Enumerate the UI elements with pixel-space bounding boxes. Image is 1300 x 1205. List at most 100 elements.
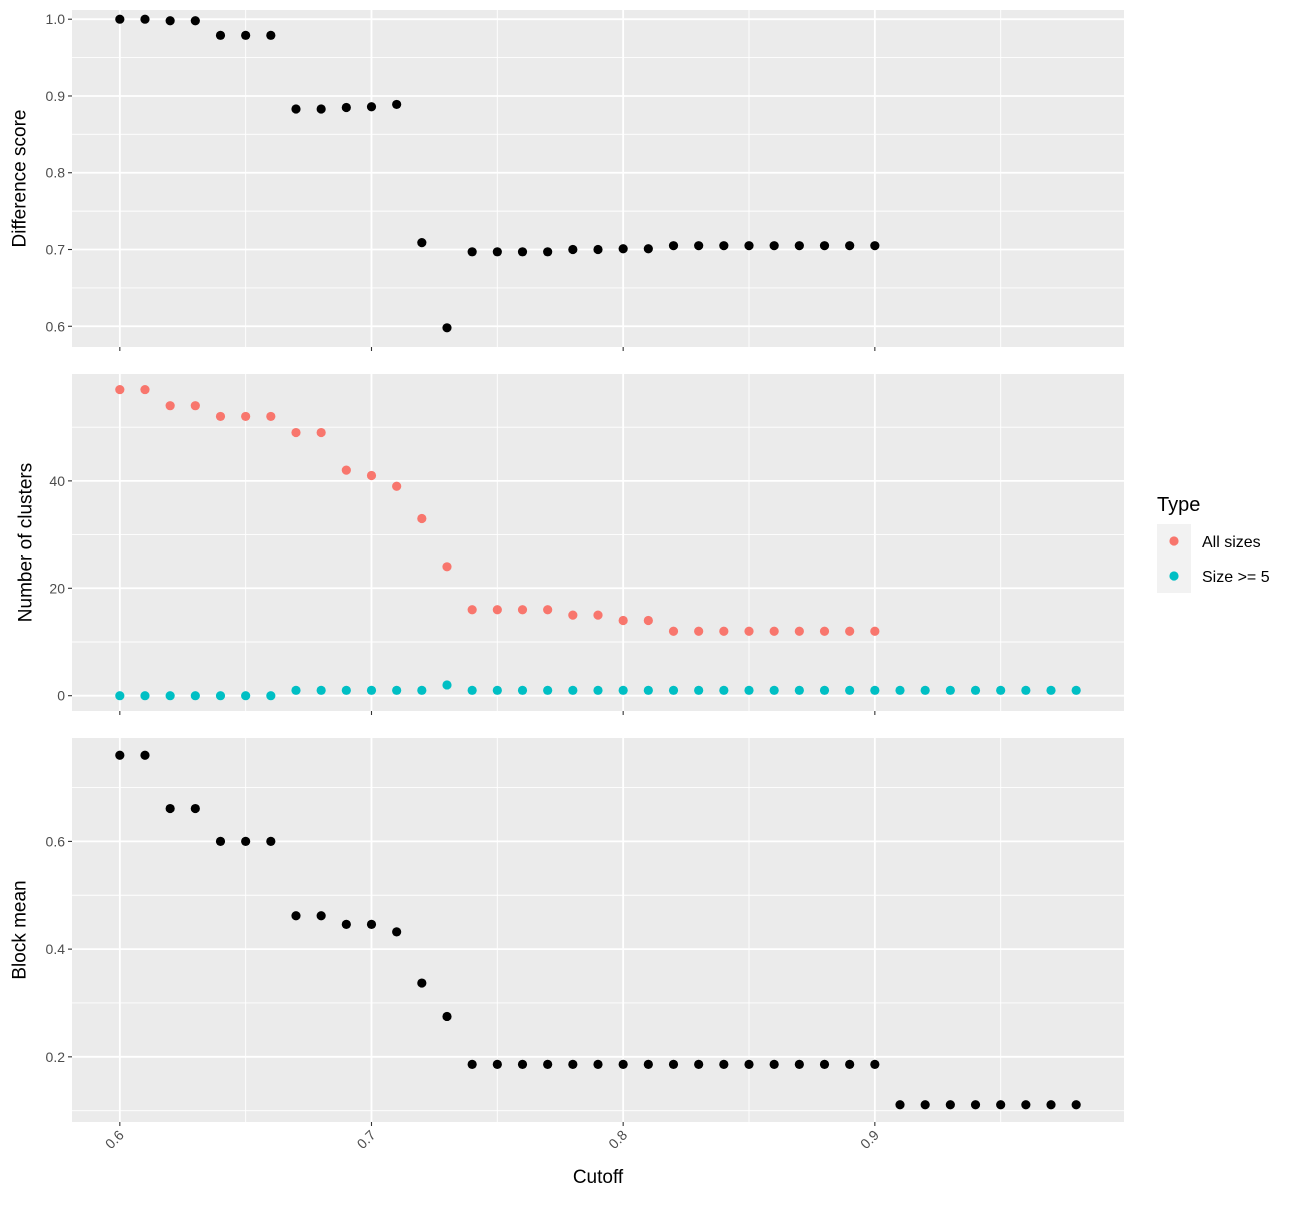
data-point [945, 685, 955, 695]
data-point [643, 615, 653, 626]
panels-layer: 0.6 0.7 0.8 0.9 1.0 Difference score 0 20 40 Numb… [10, 10, 1124, 1126]
legend-label: All sizes [1202, 534, 1261, 551]
legend-item: Size >= 5 [1169, 569, 1270, 586]
data-point [392, 99, 402, 110]
data-point [392, 927, 402, 937]
data-point [794, 241, 804, 251]
data-point [241, 411, 251, 422]
data-point [668, 685, 679, 695]
data-point [618, 244, 628, 254]
data-point [719, 685, 729, 695]
data-point [241, 691, 251, 701]
data-point [165, 16, 175, 26]
data-point [517, 605, 528, 615]
y-tick-label: 0.6 [46, 318, 66, 334]
data-point [1046, 1100, 1056, 1110]
data-point [291, 911, 301, 921]
data-point [392, 481, 402, 491]
data-point [190, 803, 200, 814]
data-point [366, 919, 377, 929]
series-points [115, 14, 880, 333]
data-point [366, 102, 377, 112]
data-point [794, 1059, 804, 1069]
data-point [1071, 1100, 1081, 1110]
data-point [366, 470, 377, 481]
data-point [769, 626, 779, 636]
y-tick-label: 0 [57, 688, 65, 704]
data-point [870, 241, 880, 251]
data-point [266, 836, 276, 847]
data-point [593, 244, 603, 255]
data-point [819, 626, 830, 636]
data-point [517, 247, 528, 257]
data-point [895, 685, 905, 695]
y-tick-label: 0.4 [46, 941, 66, 957]
legend-key [1169, 536, 1179, 546]
data-point [442, 1011, 452, 1022]
data-point [467, 685, 477, 695]
data-point [190, 16, 200, 26]
data-point [970, 685, 981, 695]
data-point [341, 685, 351, 695]
series-all-sizes [115, 384, 880, 636]
data-point [215, 30, 226, 40]
data-point [215, 836, 226, 847]
data-point [845, 241, 855, 251]
data-point [568, 685, 578, 695]
data-point [417, 978, 427, 988]
data-point [115, 691, 125, 701]
data-point [1046, 685, 1056, 695]
data-point [241, 836, 251, 847]
data-point [492, 685, 502, 695]
y-tick-label: 0.8 [46, 165, 66, 181]
data-point [568, 244, 578, 255]
data-point [291, 104, 301, 114]
data-point [492, 247, 502, 257]
data-point [668, 1059, 679, 1069]
data-point [668, 626, 679, 636]
data-point [1071, 685, 1081, 695]
data-point [819, 241, 830, 251]
data-point [1021, 685, 1031, 695]
data-point [241, 30, 251, 40]
x-tick-label: 0.8 [605, 1127, 630, 1152]
data-point [467, 1059, 477, 1069]
data-point [165, 803, 175, 814]
data-point [618, 1059, 628, 1069]
data-point [593, 610, 603, 620]
data-point [392, 685, 402, 695]
data-point [643, 1059, 653, 1069]
y-axis-title: Difference score [10, 110, 31, 248]
data-point [996, 1100, 1006, 1110]
data-point [517, 685, 528, 695]
y-tick-label: 0.9 [46, 88, 66, 104]
data-point [694, 685, 704, 695]
x-tick-label: 0.7 [354, 1127, 379, 1152]
data-point [492, 1059, 502, 1069]
data-point [140, 750, 150, 760]
data-point [694, 241, 704, 251]
data-point [845, 685, 855, 695]
data-point [341, 919, 351, 929]
panel-top: 0.6 0.7 0.8 0.9 1.0 Difference score [10, 10, 1124, 351]
data-point [744, 1059, 754, 1069]
x-tick-label: 0.6 [102, 1127, 127, 1152]
x-axis-title: Cutoff [573, 1167, 624, 1188]
legend-item: All sizes [1169, 534, 1261, 551]
data-point [593, 685, 603, 695]
data-point [341, 102, 351, 113]
data-point [618, 615, 628, 626]
y-tick-label: 40 [49, 473, 65, 489]
y-axis-title: Number of clusters [16, 463, 37, 622]
data-point [366, 685, 377, 695]
data-point [970, 1100, 981, 1110]
data-point [215, 411, 226, 422]
x-axis: 0.6 0.7 0.8 0.9 [102, 1127, 882, 1152]
data-point [719, 241, 729, 251]
y-tick-label: 1.0 [46, 11, 66, 27]
panel-background [72, 10, 1124, 347]
data-point [643, 685, 653, 695]
data-point [115, 750, 125, 760]
data-point [719, 626, 729, 636]
